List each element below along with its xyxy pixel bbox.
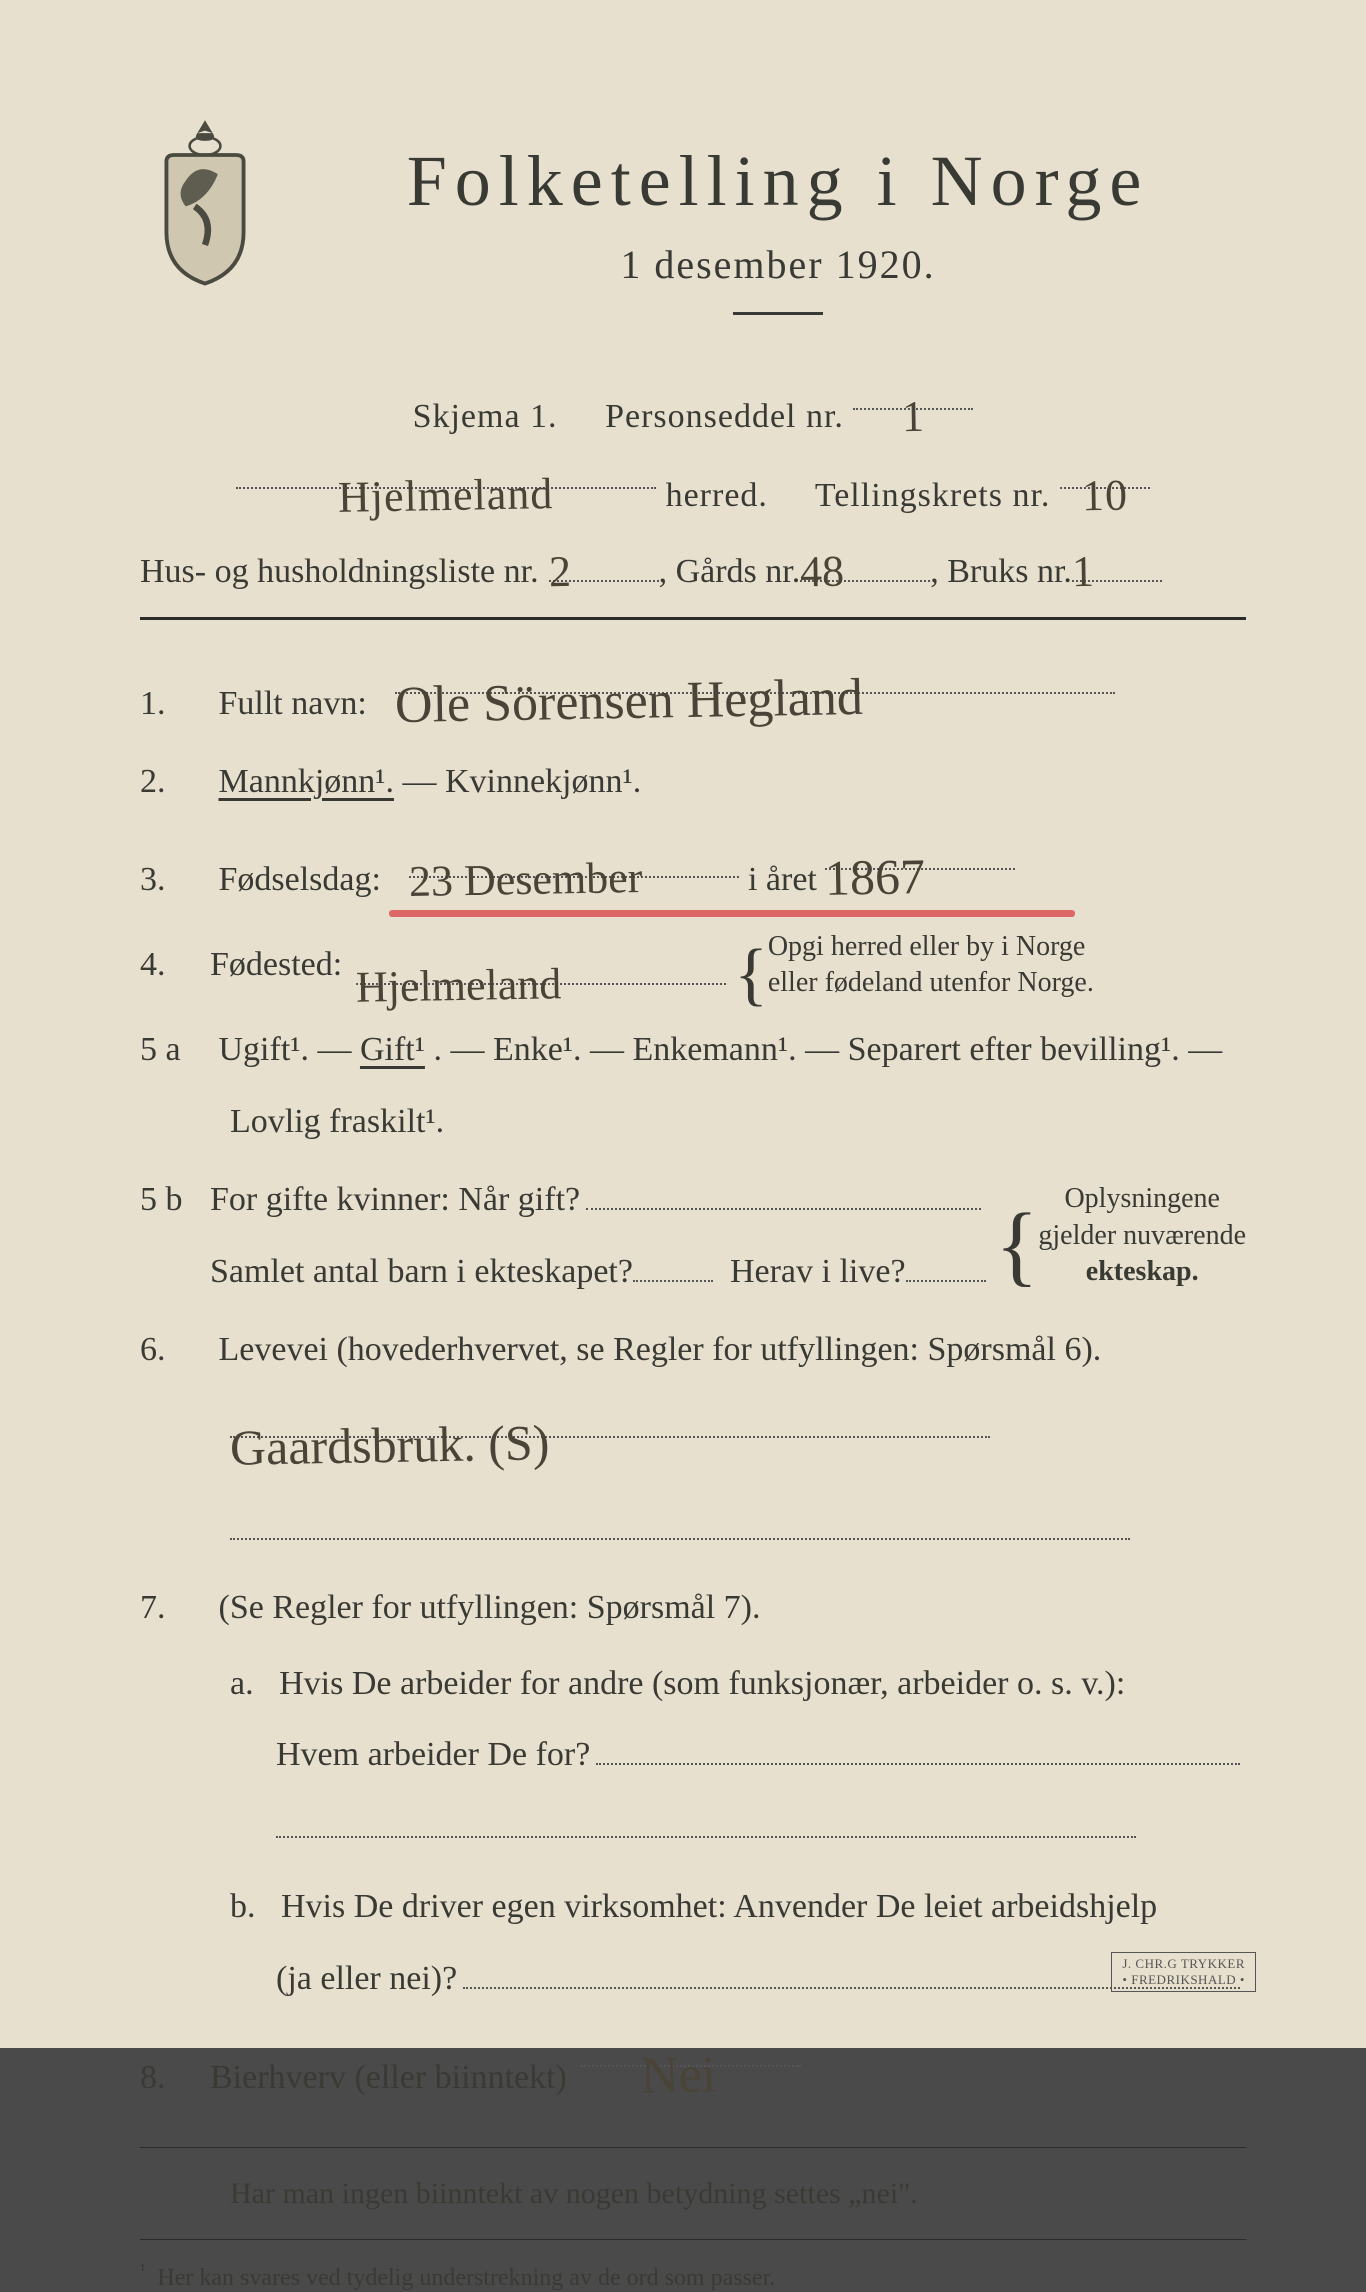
q7b-l2: (ja eller nei)? [276, 1950, 457, 2008]
q7a-label: a. [230, 1665, 254, 1702]
q5a-gift: Gift¹ [360, 1031, 425, 1068]
coat-of-arms-icon [140, 110, 270, 290]
q5b-note-l1: Oplysningene [1064, 1183, 1220, 1214]
q3-day: 23 Desember [409, 841, 644, 920]
q5b-note: Oplysningene gjelder nuværende ekteskap. [1038, 1181, 1246, 1290]
q4-note-l1: Opgi herred eller by i Norge [768, 931, 1086, 962]
q5b-num: 5 b [140, 1171, 210, 1229]
q5b-l2b: Herav i live? [730, 1243, 906, 1301]
q7-label: (Se Regler for utfyllingen: Spørsmål 7). [219, 1589, 761, 1626]
q8-value: Nei [640, 2031, 717, 2121]
q4-num: 4. [140, 936, 210, 994]
q4-note: Opgi herred eller by i Norge eller fødel… [768, 929, 1094, 1002]
q7: 7. (Se Regler for utfyllingen: Spørsmål … [140, 1579, 1246, 2008]
printer-stamp: J. CHR.G TRYKKER • FREDRIKSHALD • [1111, 1952, 1256, 1992]
q6-num: 6. [140, 1321, 210, 1379]
q6: 6. Levevei (hovederhvervet, se Regler fo… [140, 1321, 1246, 1559]
q1: 1. Fullt navn: Ole Sörensen Hegland [140, 654, 1246, 733]
q6-value: Gaardsbruk. (S) [229, 1400, 550, 1491]
q2-mann: Mannkjønn¹. [219, 763, 394, 800]
q5a: 5 a Ugift¹. — Gift¹ . — Enke¹. — Enkeman… [140, 1021, 1246, 1151]
q1-label: Fullt navn: [219, 685, 367, 722]
q4-label: Fødested: [210, 936, 342, 994]
q5b-note-l2: gjelder nuværende [1038, 1220, 1246, 1251]
q5a-num: 5 a [140, 1021, 210, 1079]
q3-num: 3. [140, 851, 210, 909]
q7b-label: b. [230, 1888, 256, 1925]
q5a-text2: . — Enke¹. — Enkemann¹. — Separert efter… [433, 1031, 1222, 1068]
title-block: Folketelling i Norge 1 desember 1920. [310, 110, 1246, 351]
skjema-label: Skjema 1. [413, 398, 558, 435]
footnote-mark: ¹ [140, 2260, 145, 2280]
header: Folketelling i Norge 1 desember 1920. [140, 110, 1246, 351]
meta-line-3: Hus- og husholdningsliste nr. 2 , Gårds … [140, 542, 1246, 591]
divider [140, 617, 1246, 620]
tellingskrets-label: Tellingskrets nr. [815, 477, 1051, 514]
footnote: ¹ Her kan svares ved tydelig understrekn… [140, 2260, 1246, 2292]
q7a-l1: Hvis De arbeider for andre (som funksjon… [279, 1665, 1125, 1702]
q5b-note-l3: ekteskap. [1086, 1256, 1199, 1287]
note-bottom: Har man ingen biinntekt av nogen betydni… [140, 2168, 1246, 2219]
q5a-text1: Ugift¹. — [219, 1031, 360, 1068]
q3: 3. Fødselsdag: 23 Desember i året 1867 [140, 831, 1246, 909]
footnote-text: Her kan svares ved tydelig understreknin… [157, 2265, 775, 2291]
q3-label: Fødselsdag: [219, 861, 381, 898]
q8-label: Bierhverv (eller biinntekt) [210, 2049, 567, 2107]
meta-line-2: Hjelmeland herred. Tellingskrets nr. 10 [140, 450, 1246, 529]
q5b: 5 b For gifte kvinner: Når gift? Samlet … [140, 1171, 1246, 1301]
q2-kvinne: Kvinnekjønn¹. [445, 763, 641, 800]
q8-num: 8. [140, 2049, 210, 2107]
title-divider [733, 312, 823, 315]
tellingskrets-nr: 10 [1081, 453, 1128, 537]
stamp-l2: • FREDRIKSHALD • [1122, 1972, 1245, 1988]
page-title: Folketelling i Norge [310, 140, 1246, 223]
herred-label: herred. [666, 477, 768, 514]
meta-line-1: Skjema 1. Personseddel nr. 1 [140, 371, 1246, 450]
q3-year: 1867 [825, 834, 926, 921]
q2-sep: — [402, 763, 445, 800]
q1-num: 1. [140, 675, 210, 733]
gards-label: , Gårds nr. [659, 553, 801, 591]
personseddel-nr: 1 [901, 375, 925, 459]
q2-num: 2. [140, 753, 210, 811]
divider [140, 2147, 1246, 2148]
herred-value: Hjelmeland [338, 452, 555, 539]
personseddel-label: Personseddel nr. [605, 398, 844, 435]
husliste-label: Hus- og husholdningsliste nr. [140, 553, 539, 591]
q7a-l2: Hvem arbeider De for? [276, 1726, 590, 1784]
bruks-label: , Bruks nr. [930, 553, 1072, 591]
stamp-l1: J. CHR.G TRYKKER [1122, 1956, 1245, 1972]
q7-num: 7. [140, 1579, 210, 1637]
gards-nr: 48 [800, 546, 845, 598]
q3-year-label: i året [748, 861, 817, 898]
q5a-text3: Lovlig fraskilt¹. [140, 1093, 1246, 1151]
husliste-nr: 2 [548, 546, 571, 597]
q6-label: Levevei (hovederhvervet, se Regler for u… [219, 1331, 1102, 1368]
page-subtitle: 1 desember 1920. [310, 241, 1246, 288]
q4-note-l2: eller fødeland utenfor Norge. [768, 967, 1094, 998]
bruks-nr: 1 [1071, 546, 1094, 597]
q5b-l2a: Samlet antal barn i ekteskapet? [210, 1243, 633, 1301]
q4: 4. Fødested: Hjelmeland { Opgi herred el… [140, 929, 1246, 1002]
q5b-l1a: For gifte kvinner: Når gift? [210, 1171, 580, 1229]
q8: 8. Bierhverv (eller biinntekt) Nei [140, 2028, 1246, 2107]
q1-value: Ole Sörensen Hegland [395, 654, 864, 751]
divider [140, 2239, 1246, 2240]
q4-value: Hjelmeland [356, 947, 563, 1025]
census-form-page: Folketelling i Norge 1 desember 1920. Sk… [0, 0, 1366, 2048]
q7b-l1: Hvis De driver egen virksomhet: Anvender… [281, 1888, 1157, 1925]
q2: 2. Mannkjønn¹. — Kvinnekjønn¹. [140, 753, 1246, 811]
